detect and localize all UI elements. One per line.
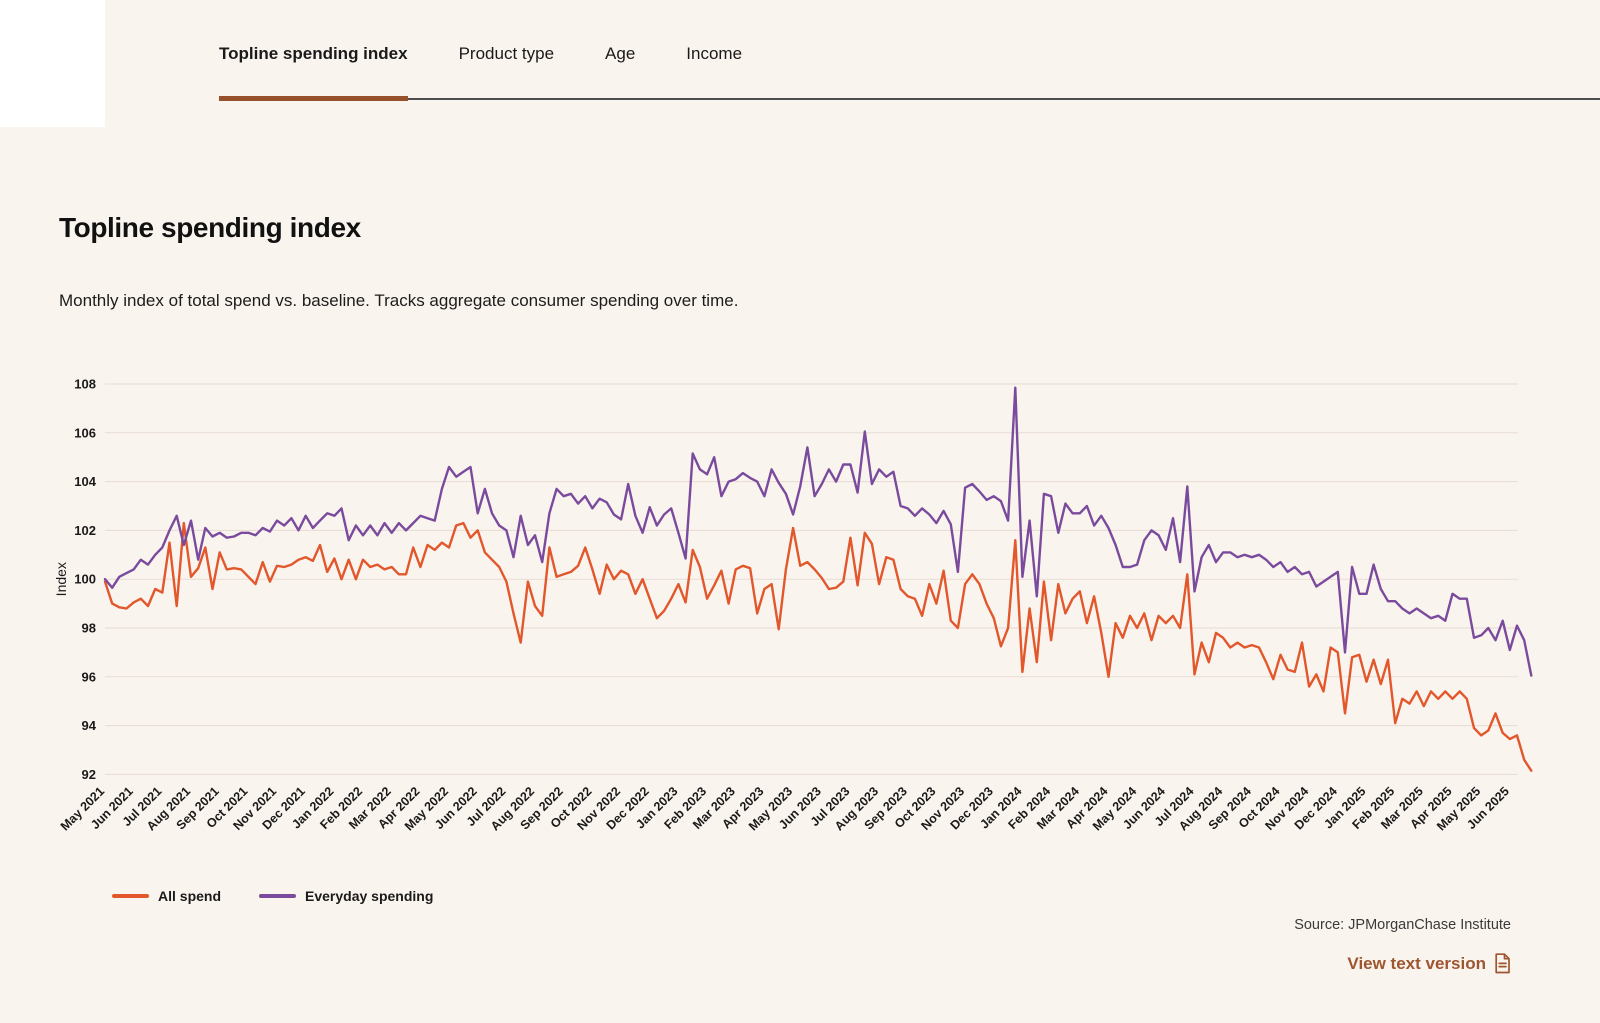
- y-axis-label: Index: [53, 562, 69, 596]
- everyday-spending-label: Everyday spending: [305, 888, 434, 904]
- chart-legend: All spend Everyday spending: [112, 888, 433, 904]
- series-line-everyday-spending: [103, 386, 1533, 677]
- y-tick-label: 108: [74, 377, 96, 392]
- tab-label: Product type: [458, 44, 555, 63]
- document-icon: [1495, 953, 1510, 974]
- top-left-white-box: [0, 0, 105, 127]
- tab-age[interactable]: Age: [605, 44, 635, 98]
- legend-item-all-spend: All spend: [112, 888, 221, 904]
- tab-bar: Topline spending index Product type Age …: [219, 44, 1600, 101]
- tab-label: Income: [686, 44, 743, 63]
- legend-item-everyday-spending: Everyday spending: [259, 888, 433, 904]
- all-spend-swatch: [112, 894, 149, 898]
- series-line-all-spend: [103, 521, 1533, 772]
- y-tick-label: 100: [74, 572, 96, 587]
- tab-label: Age: [605, 44, 636, 63]
- y-tick-label: 96: [82, 669, 96, 684]
- everyday-spending-swatch: [259, 894, 297, 898]
- y-tick-label: 102: [74, 523, 96, 538]
- y-tick-label: 98: [82, 621, 96, 636]
- view-text-version-link[interactable]: View text version: [1347, 953, 1511, 974]
- view-text-version-label: View text version: [1347, 953, 1486, 973]
- y-tick-label: 94: [82, 718, 97, 733]
- tab-income[interactable]: Income: [686, 44, 742, 98]
- page-title: Topline spending index: [59, 212, 361, 243]
- tab-topline-spending-index[interactable]: Topline spending index: [219, 44, 408, 101]
- y-tick-label: 104: [74, 474, 96, 489]
- chart-description: Monthly index of total spend vs. baselin…: [59, 291, 739, 310]
- y-tick-label: 92: [82, 767, 96, 782]
- tab-label: Topline spending index: [219, 44, 408, 63]
- tab-product-type[interactable]: Product type: [459, 44, 554, 98]
- y-tick-label: 106: [74, 425, 96, 440]
- all-spend-label: All spend: [158, 888, 222, 904]
- source-attribution: Source: JPMorganChase Institute: [1294, 917, 1511, 933]
